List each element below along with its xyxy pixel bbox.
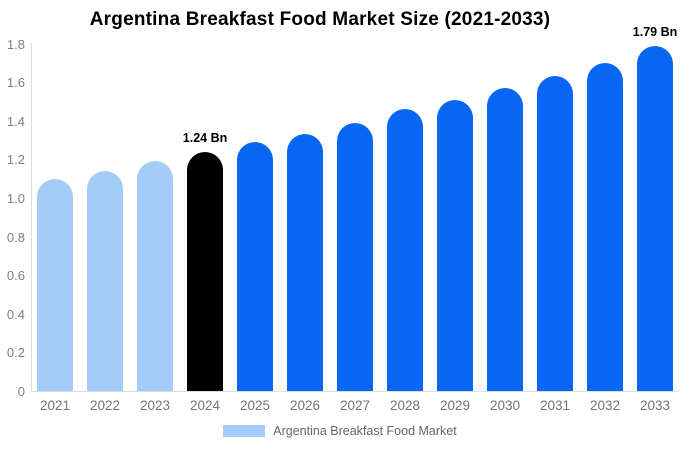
x-tick-label: 2023 [139,398,171,413]
y-tick-label: 1.4 [6,113,25,129]
y-tick-label: 1.0 [6,191,25,206]
bar-2025 [237,142,273,391]
x-tick-label: 2032 [589,398,621,413]
x-axis-line [31,391,678,392]
x-tick-label: 2026 [289,398,321,413]
y-tick-label: 1.2 [6,152,25,168]
chart-title: Argentina Breakfast Food Market Size (20… [89,9,551,30]
bar-2026 [287,134,323,391]
bar-2028 [387,109,423,391]
x-tick-label: 2029 [439,398,471,413]
y-tick-label: 1.8 [6,36,25,52]
y-tick-label: 0 [17,384,25,399]
x-tick-label: 2024 [189,398,221,413]
bar-2021 [37,178,73,391]
y-tick-label: 0.2 [6,345,25,361]
bar-2024 [187,151,223,391]
x-tick-label: 2027 [339,398,371,413]
bar-2027 [337,122,373,391]
bar-2029 [437,99,473,391]
y-tick-label: 0.4 [6,306,25,322]
x-tick-label: 2021 [39,398,71,413]
bar-2023 [137,161,173,391]
x-tick-label: 2022 [89,398,121,413]
y-tick-label: 1.6 [6,75,25,91]
y-axis-line [31,43,32,391]
legend: Argentina Breakfast Food Market [0,424,680,438]
x-tick-label: 2030 [489,398,521,413]
x-tick-label: 2033 [639,398,671,413]
bar-value-label: 1.24 Bn [182,130,228,145]
bar-2033 [637,45,673,391]
x-tick-label: 2031 [539,398,571,413]
bar-value-label: 1.79 Bn [632,24,678,39]
bar-2032 [587,62,623,391]
x-tick-label: 2025 [239,398,271,413]
x-tick-label: 2028 [389,398,421,413]
bar-2030 [487,87,523,391]
bar-2031 [537,76,573,391]
y-tick-label: 0.8 [6,229,25,245]
legend-label: Argentina Breakfast Food Market [273,424,457,438]
y-tick-label: 0.6 [6,268,25,284]
bar-2022 [87,170,123,391]
legend-swatch [223,425,266,437]
